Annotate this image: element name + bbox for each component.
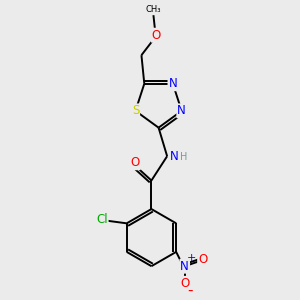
Text: N: N [177, 104, 186, 117]
Text: O: O [180, 277, 189, 290]
Text: methoxy: methoxy [143, 11, 150, 12]
Text: CH₃: CH₃ [146, 5, 161, 14]
Text: Cl: Cl [96, 213, 108, 226]
Text: O: O [130, 156, 140, 169]
Text: -: - [188, 282, 193, 297]
Text: methoxy: methoxy [154, 9, 160, 10]
Text: +: + [187, 253, 196, 263]
Text: H: H [180, 152, 188, 162]
Text: N: N [169, 77, 177, 90]
Text: methoxy: methoxy [153, 13, 160, 14]
Text: N: N [170, 150, 179, 163]
Text: N: N [180, 260, 189, 273]
Text: O: O [198, 253, 207, 266]
Text: S: S [132, 104, 139, 117]
Text: O: O [152, 29, 161, 42]
Text: methoxy: methoxy [150, 11, 157, 12]
